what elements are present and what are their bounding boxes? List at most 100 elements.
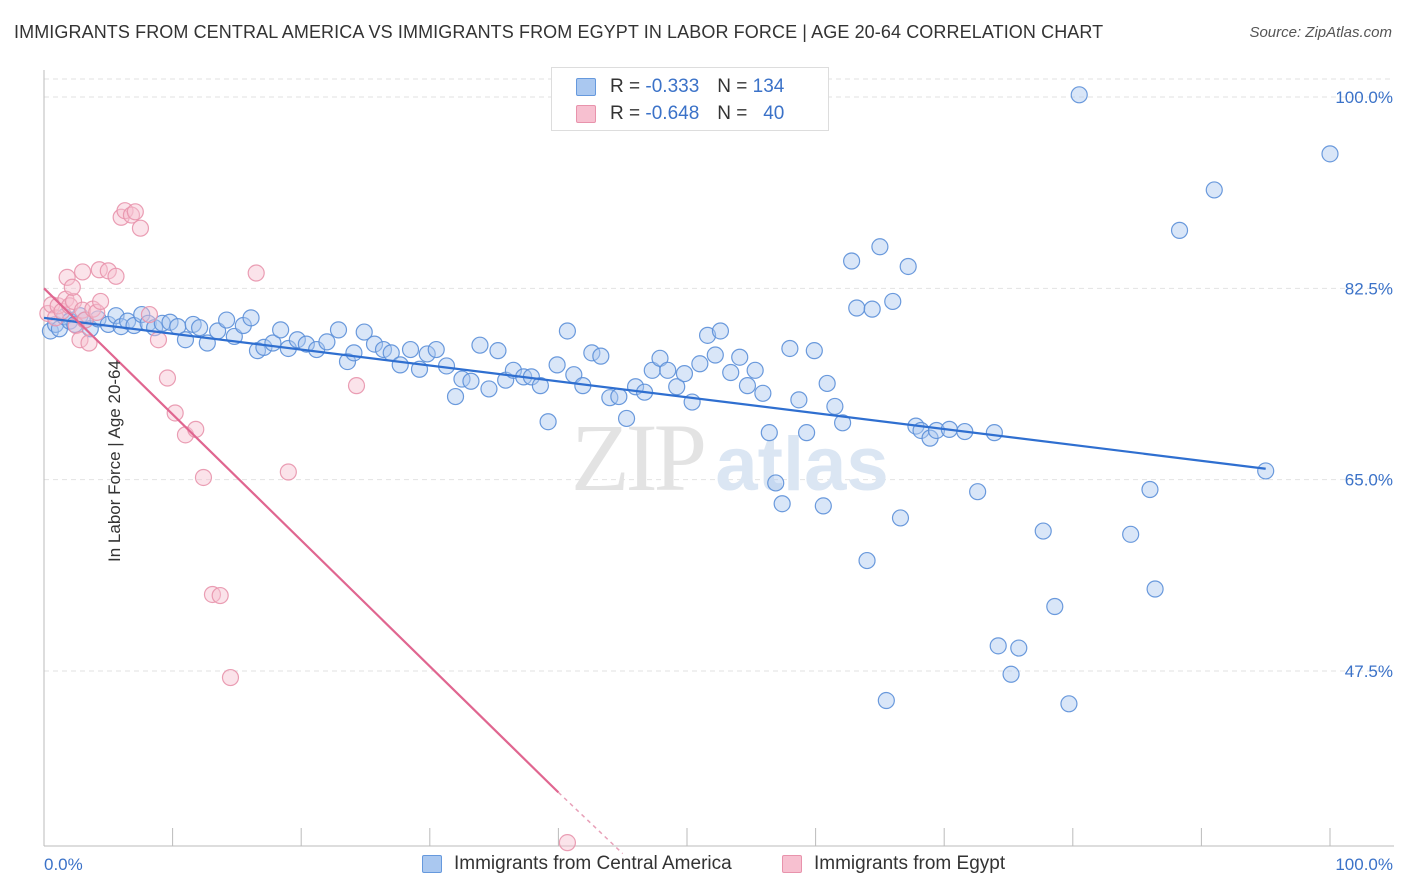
data-point bbox=[126, 203, 144, 221]
data-point bbox=[1010, 639, 1028, 657]
data-point bbox=[790, 391, 808, 409]
data-point bbox=[1002, 665, 1020, 683]
data-point bbox=[345, 344, 363, 362]
data-point bbox=[1321, 145, 1339, 163]
trend-lines bbox=[43, 287, 1266, 855]
data-point bbox=[64, 292, 83, 311]
data-point bbox=[131, 219, 150, 237]
data-point bbox=[767, 474, 785, 492]
data-point bbox=[427, 340, 445, 359]
data-point bbox=[191, 319, 209, 337]
source-credit: Source: ZipAtlas.com bbox=[1249, 24, 1392, 41]
data-point bbox=[91, 292, 110, 311]
legend-r-label: R = bbox=[610, 103, 641, 124]
data-point bbox=[592, 347, 610, 365]
data-point bbox=[1046, 597, 1064, 616]
data-point bbox=[1141, 480, 1159, 499]
data-point bbox=[558, 834, 577, 852]
data-point bbox=[1070, 86, 1088, 104]
axes bbox=[43, 70, 1394, 847]
trend-line-egypt-extension bbox=[557, 791, 624, 855]
legend-n-label: N = bbox=[717, 76, 748, 97]
data-point bbox=[355, 323, 373, 341]
gridlines bbox=[44, 78, 1394, 672]
data-point bbox=[1146, 580, 1164, 598]
data-point bbox=[194, 468, 213, 487]
data-point bbox=[797, 424, 816, 442]
data-point bbox=[781, 339, 799, 358]
legend-n-label: N = bbox=[717, 103, 748, 124]
legend-r-label: R = bbox=[610, 76, 641, 97]
data-point bbox=[531, 377, 549, 395]
data-point bbox=[80, 334, 98, 352]
trend-line-central-america bbox=[43, 316, 1266, 470]
data-point bbox=[107, 267, 125, 285]
data-point bbox=[858, 551, 876, 570]
data-point bbox=[843, 252, 861, 270]
x-tick-label: 0.0% bbox=[44, 855, 83, 874]
data-point bbox=[279, 463, 297, 481]
data-point bbox=[760, 424, 778, 442]
data-point bbox=[187, 420, 205, 438]
data-point bbox=[548, 356, 566, 374]
y-tick-label: 65.0% bbox=[1345, 471, 1393, 490]
data-point bbox=[1060, 695, 1078, 713]
data-point bbox=[489, 342, 507, 360]
legend-r-value: -0.333 bbox=[645, 76, 700, 97]
data-point bbox=[675, 365, 694, 383]
data-point bbox=[73, 263, 92, 281]
data-point bbox=[418, 345, 436, 363]
watermark-atlas: atlas bbox=[715, 422, 888, 507]
data-point bbox=[71, 331, 89, 349]
data-point bbox=[610, 387, 628, 406]
data-point bbox=[711, 322, 730, 340]
data-point bbox=[90, 261, 108, 279]
data-point bbox=[462, 372, 480, 390]
data-point bbox=[601, 389, 619, 407]
data-point bbox=[754, 384, 772, 402]
series-egypt-points bbox=[39, 202, 577, 852]
data-point bbox=[818, 374, 836, 393]
data-point bbox=[891, 509, 910, 527]
data-point bbox=[814, 497, 832, 515]
data-point bbox=[365, 335, 384, 353]
bottom-legend-central-america: Immigrants from Central America bbox=[422, 852, 732, 876]
data-point bbox=[221, 668, 240, 687]
data-point bbox=[242, 309, 260, 327]
data-point bbox=[731, 348, 749, 366]
data-point bbox=[149, 331, 168, 349]
legend-swatch-pink bbox=[576, 105, 596, 123]
data-point bbox=[140, 305, 159, 324]
data-point bbox=[834, 414, 852, 432]
data-point bbox=[826, 397, 844, 416]
watermark-zip: ZIP bbox=[571, 404, 704, 511]
bottom-legend-label: Immigrants from Egypt bbox=[814, 853, 1006, 874]
data-point bbox=[989, 637, 1007, 655]
data-point bbox=[722, 363, 740, 382]
data-point bbox=[297, 335, 315, 353]
legend-swatch-blue bbox=[576, 78, 596, 96]
data-point bbox=[1170, 221, 1189, 239]
data-point bbox=[985, 424, 1003, 442]
bottom-legend-swatch-pink bbox=[782, 855, 802, 873]
data-point bbox=[583, 344, 601, 362]
y-axis-label: In Labor Force | Age 20-64 bbox=[104, 360, 124, 562]
trend-line-egypt bbox=[43, 287, 560, 794]
data-point bbox=[480, 380, 498, 398]
data-point bbox=[877, 691, 895, 710]
data-point bbox=[738, 377, 757, 395]
bottom-legend-egypt: Immigrants from Egypt bbox=[782, 852, 1005, 876]
data-point bbox=[899, 257, 917, 276]
data-point bbox=[471, 336, 489, 354]
legend: R = -0.333 N = 134 R = -0.648 N = 40 bbox=[551, 67, 829, 131]
legend-row-central-america: R = -0.333 N = 134 bbox=[576, 75, 784, 99]
data-point bbox=[805, 342, 823, 360]
data-point bbox=[871, 238, 889, 256]
data-point bbox=[272, 321, 290, 339]
data-point bbox=[1257, 462, 1275, 480]
x-tick-labels: 0.0% 100.0% bbox=[44, 855, 1393, 874]
data-point bbox=[848, 299, 866, 317]
data-point bbox=[668, 378, 686, 396]
series-central-america-points bbox=[41, 86, 1339, 713]
